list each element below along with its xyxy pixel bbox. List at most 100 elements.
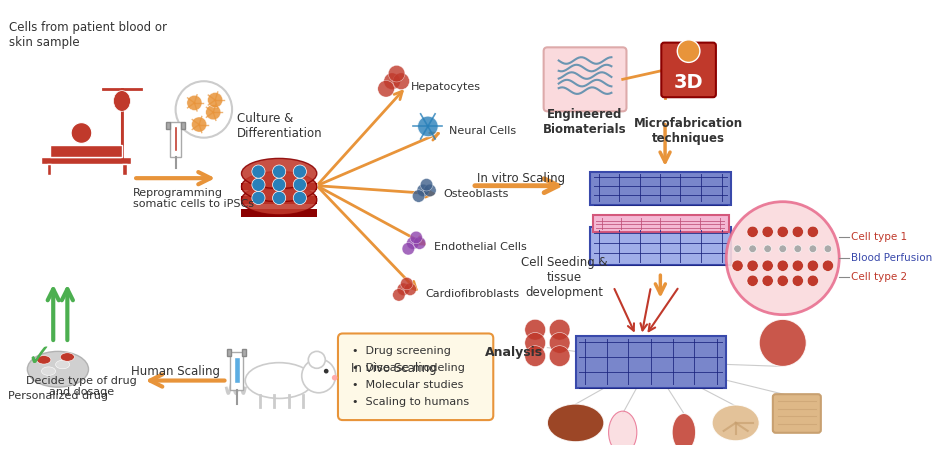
- Circle shape: [424, 184, 436, 196]
- Circle shape: [187, 95, 202, 110]
- Text: Cardiofibroblasts: Cardiofibroblasts: [425, 289, 519, 299]
- Text: •  Molecular studies: • Molecular studies: [352, 380, 463, 390]
- Ellipse shape: [241, 185, 316, 215]
- Circle shape: [417, 184, 430, 196]
- Circle shape: [809, 245, 816, 252]
- Circle shape: [252, 191, 265, 205]
- Text: In vivo Scaling: In vivo Scaling: [351, 362, 437, 375]
- Text: Endothelial Cells: Endothelial Cells: [434, 242, 527, 252]
- Circle shape: [762, 226, 773, 237]
- Text: Cell type 1: Cell type 1: [852, 233, 908, 242]
- Circle shape: [822, 260, 834, 271]
- Circle shape: [792, 275, 803, 286]
- Ellipse shape: [113, 91, 130, 111]
- Text: •  Scaling to humans: • Scaling to humans: [352, 397, 469, 407]
- Circle shape: [726, 202, 840, 315]
- Ellipse shape: [672, 414, 695, 451]
- Ellipse shape: [241, 158, 316, 189]
- FancyBboxPatch shape: [338, 333, 493, 420]
- Circle shape: [378, 81, 394, 97]
- Bar: [51, 145, 122, 158]
- Bar: [227, 349, 231, 356]
- Bar: [122, 164, 126, 175]
- Bar: [242, 349, 246, 356]
- Ellipse shape: [608, 411, 636, 453]
- Text: Analysis: Analysis: [486, 346, 544, 359]
- Text: Hepatocytes: Hepatocytes: [411, 82, 481, 92]
- Text: Personalized drug: Personalized drug: [7, 391, 108, 401]
- Ellipse shape: [41, 367, 55, 376]
- Text: 3D: 3D: [674, 73, 704, 92]
- Circle shape: [777, 260, 788, 271]
- Circle shape: [414, 237, 426, 249]
- Text: Cell Seeding &
tissue
development: Cell Seeding & tissue development: [521, 256, 607, 299]
- Text: Reprogramming
somatic cells to iPSCs: Reprogramming somatic cells to iPSCs: [133, 188, 255, 209]
- Ellipse shape: [712, 405, 759, 441]
- Bar: [590, 172, 731, 205]
- Circle shape: [402, 243, 415, 255]
- Circle shape: [397, 283, 410, 295]
- Circle shape: [525, 319, 546, 340]
- Text: Cell type 2: Cell type 2: [852, 272, 908, 282]
- Circle shape: [71, 123, 92, 143]
- Circle shape: [678, 40, 700, 62]
- Text: Engineered
Biomaterials: Engineered Biomaterials: [543, 108, 627, 136]
- Circle shape: [176, 81, 232, 138]
- Text: Culture &
Differentiation: Culture & Differentiation: [237, 112, 322, 140]
- Ellipse shape: [27, 351, 89, 387]
- Text: Osteoblasts: Osteoblasts: [444, 189, 509, 199]
- Ellipse shape: [245, 363, 313, 398]
- Circle shape: [792, 226, 803, 237]
- Bar: [234, 357, 240, 383]
- Circle shape: [272, 165, 285, 178]
- Bar: [241, 209, 316, 217]
- Bar: [241, 196, 316, 204]
- Circle shape: [794, 245, 801, 252]
- Circle shape: [747, 275, 758, 286]
- Circle shape: [308, 351, 326, 368]
- Bar: [576, 336, 726, 388]
- Circle shape: [764, 245, 771, 252]
- Bar: [241, 183, 316, 191]
- Circle shape: [807, 275, 818, 286]
- Circle shape: [332, 375, 338, 381]
- Circle shape: [777, 226, 788, 237]
- Ellipse shape: [548, 404, 604, 442]
- Circle shape: [384, 73, 401, 89]
- Bar: [590, 227, 731, 265]
- Bar: [182, 122, 185, 129]
- Bar: [41, 158, 131, 164]
- Circle shape: [410, 231, 422, 244]
- Text: Human Scaling: Human Scaling: [131, 365, 220, 378]
- FancyBboxPatch shape: [662, 43, 716, 97]
- Circle shape: [525, 346, 546, 366]
- Circle shape: [824, 245, 832, 252]
- Text: In vitro Scaling: In vitro Scaling: [476, 172, 565, 185]
- Circle shape: [792, 260, 803, 271]
- Circle shape: [252, 165, 265, 178]
- Ellipse shape: [55, 360, 69, 369]
- Bar: [230, 352, 243, 390]
- Text: Decide type of drug
and dosage: Decide type of drug and dosage: [26, 376, 137, 398]
- Circle shape: [208, 93, 223, 108]
- Circle shape: [272, 191, 285, 205]
- Circle shape: [293, 178, 306, 191]
- Circle shape: [293, 165, 306, 178]
- Bar: [167, 122, 170, 129]
- Circle shape: [388, 65, 405, 82]
- Circle shape: [747, 260, 758, 271]
- Circle shape: [525, 333, 546, 353]
- Circle shape: [206, 105, 221, 120]
- Circle shape: [420, 179, 432, 191]
- Bar: [47, 164, 51, 175]
- Circle shape: [293, 191, 306, 205]
- Text: •  Drug screening: • Drug screening: [352, 346, 451, 356]
- Circle shape: [301, 359, 336, 393]
- Circle shape: [549, 319, 570, 340]
- Circle shape: [759, 319, 806, 366]
- Circle shape: [393, 73, 409, 89]
- Circle shape: [324, 369, 329, 373]
- Circle shape: [747, 226, 758, 237]
- Circle shape: [749, 245, 756, 252]
- Circle shape: [406, 237, 419, 249]
